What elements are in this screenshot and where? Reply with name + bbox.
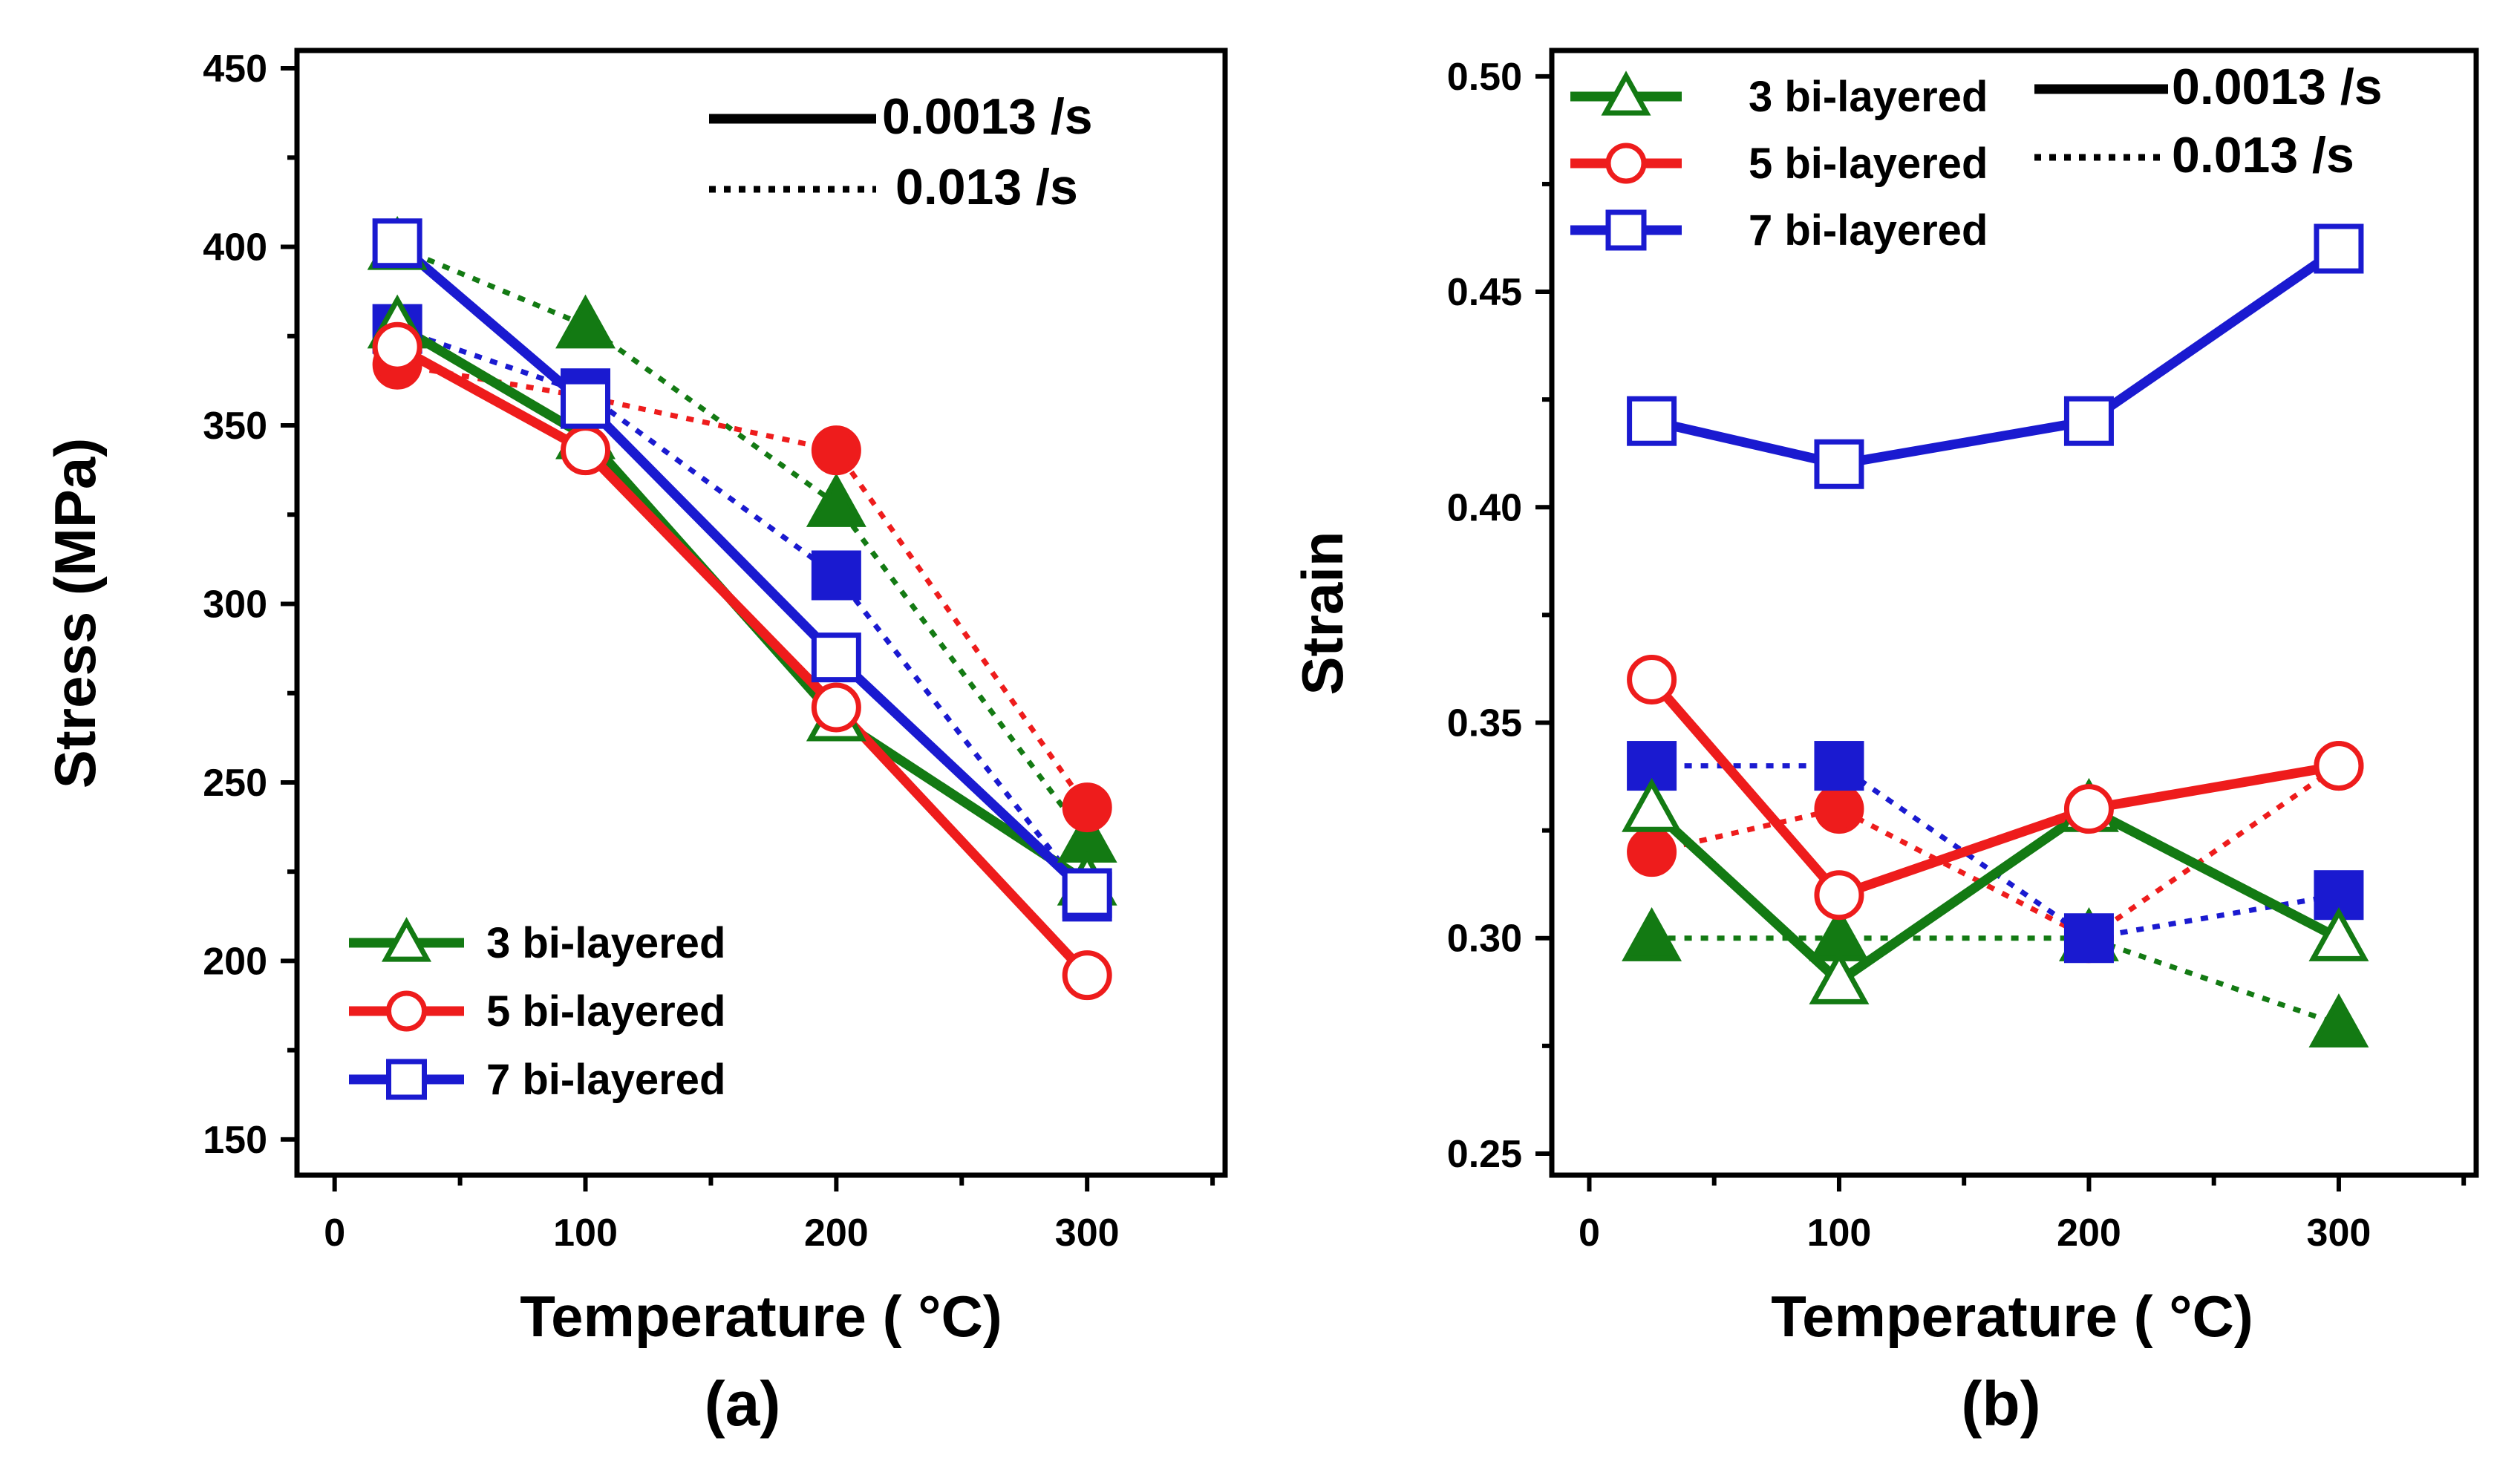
y-axis-title: Stress (MPa) — [42, 438, 108, 789]
y-tick-label: 250 — [203, 762, 267, 805]
data-point-5-layer-solid — [1062, 950, 1112, 1001]
rate-legend-label: 0.0013 /s — [882, 88, 1093, 145]
data-point-7-layer-solid — [1627, 396, 1677, 446]
data-point-5-layer-dotted — [811, 425, 861, 476]
data-point-5-layer-dotted — [1062, 782, 1112, 833]
x-tick-label: 100 — [553, 1212, 618, 1255]
series-line-3-layer-dotted — [1651, 935, 2340, 1027]
rate-legend-label: 0.0013 /s — [2172, 59, 2383, 115]
data-point-3-layer-solid — [2308, 907, 2369, 961]
legend-label: 7 bi-layered — [486, 1056, 725, 1104]
data-point-5-layer-solid — [1627, 654, 1677, 705]
y-tick-label: 0.45 — [1447, 271, 1522, 314]
rate-legend-label: 0.013 /s — [2172, 127, 2354, 183]
y-axis-title: Strain — [1290, 531, 1355, 695]
data-point-3-layer-dotted — [555, 294, 616, 349]
data-point-5-layer-solid — [2314, 741, 2364, 791]
panel-label: (b) — [1961, 1369, 2040, 1439]
legend-marker-square — [386, 1059, 427, 1100]
data-point-5-layer-dotted — [1814, 784, 1864, 834]
y-tick-label: 400 — [203, 226, 267, 269]
data-point-5-layer-solid — [372, 321, 422, 372]
series-line-7-layer-solid — [1651, 244, 2342, 469]
y-tick-label: 450 — [203, 48, 267, 91]
y-tick-label: 0.35 — [1447, 702, 1522, 745]
y-tick-label: 0.30 — [1447, 918, 1522, 961]
data-point-3-layer-solid — [1622, 777, 1682, 832]
y-tick-label: 0.25 — [1447, 1133, 1522, 1176]
series-line-3-layer-solid — [1648, 804, 2341, 987]
data-point-5-layer-dotted — [1627, 827, 1677, 877]
x-tick-label: 0 — [1579, 1212, 1600, 1255]
legend-marker-triangle — [381, 917, 432, 962]
data-point-5-layer-solid — [811, 682, 861, 733]
data-point-7-layer-solid — [1062, 868, 1112, 918]
plot-frame — [294, 48, 1228, 1178]
rate-legend-label: 0.013 /s — [895, 159, 1078, 215]
data-point-3-layer-dotted — [1622, 907, 1682, 961]
x-axis-title: Temperature ( °C) — [520, 1284, 1002, 1349]
legend-marker-circle — [1605, 143, 1647, 184]
data-point-7-layer-dotted — [2063, 913, 2114, 964]
series-line-7-layer-solid — [394, 239, 1091, 897]
y-tick-label: 150 — [203, 1119, 267, 1162]
data-point-3-layer-dotted — [806, 473, 866, 527]
data-point-7-layer-solid — [811, 632, 861, 683]
series-line-5-layer-solid — [395, 342, 1091, 979]
y-tick-label: 0.40 — [1447, 486, 1522, 529]
panel-b-strain-chart: 0 100 200 300 0.25 0.30 0.35 0.40 0.45 0.50 Temper… — [1290, 48, 2479, 1439]
legend-marker-square — [1605, 209, 1647, 251]
data-point-7-layer-solid — [1814, 439, 1864, 489]
legend-label: 7 bi-layered — [1749, 206, 1988, 255]
x-tick-label: 0 — [324, 1212, 345, 1255]
x-tick-label: 200 — [2057, 1212, 2121, 1255]
series-line-5-layer-dotted — [1651, 763, 2340, 941]
data-point-7-layer-solid — [372, 218, 422, 269]
y-tick-label: 300 — [203, 583, 267, 626]
data-point-5-layer-solid — [1814, 870, 1864, 921]
panel-label: (a) — [705, 1369, 781, 1439]
data-point-3-layer-dotted — [2308, 993, 2369, 1047]
data-point-7-layer-dotted — [811, 550, 861, 601]
legend-label: 5 bi-layered — [1749, 140, 1988, 188]
data-point-7-layer-solid — [2314, 223, 2364, 274]
data-point-5-layer-solid — [2063, 784, 2114, 834]
legend-label: 3 bi-layered — [1749, 73, 1988, 121]
data-point-7-layer-dotted — [1814, 741, 1864, 791]
legend-label: 3 bi-layered — [486, 919, 725, 967]
data-point-7-layer-solid — [561, 379, 611, 429]
legend-marker-circle — [386, 990, 427, 1032]
series-line-5-layer-dotted — [396, 362, 1090, 809]
x-axis-title: Temperature ( °C) — [1771, 1284, 2253, 1349]
x-tick-label: 100 — [1807, 1212, 1872, 1255]
data-point-5-layer-solid — [561, 425, 611, 476]
data-point-7-layer-solid — [2063, 396, 2114, 446]
y-tick-label: 200 — [203, 940, 267, 983]
series-line-7-layer-dotted — [396, 326, 1089, 899]
x-tick-label: 200 — [804, 1212, 869, 1255]
series-line-5-layer-solid — [1648, 676, 2340, 900]
x-tick-label: 300 — [2307, 1212, 2372, 1255]
y-tick-label: 0.50 — [1447, 56, 1522, 99]
x-tick-label: 300 — [1055, 1212, 1120, 1255]
legend-marker-triangle — [1601, 71, 1651, 116]
series-line-3-layer-dotted — [396, 244, 1089, 841]
data-point-3-layer-solid — [1809, 950, 1870, 1004]
y-tick-label: 350 — [203, 405, 267, 448]
legend-label: 5 bi-layered — [486, 987, 725, 1036]
panel-a-stress-chart: 0 100 200 300 150 200 250 300 350 400 450 Temperatu… — [42, 48, 1228, 1439]
